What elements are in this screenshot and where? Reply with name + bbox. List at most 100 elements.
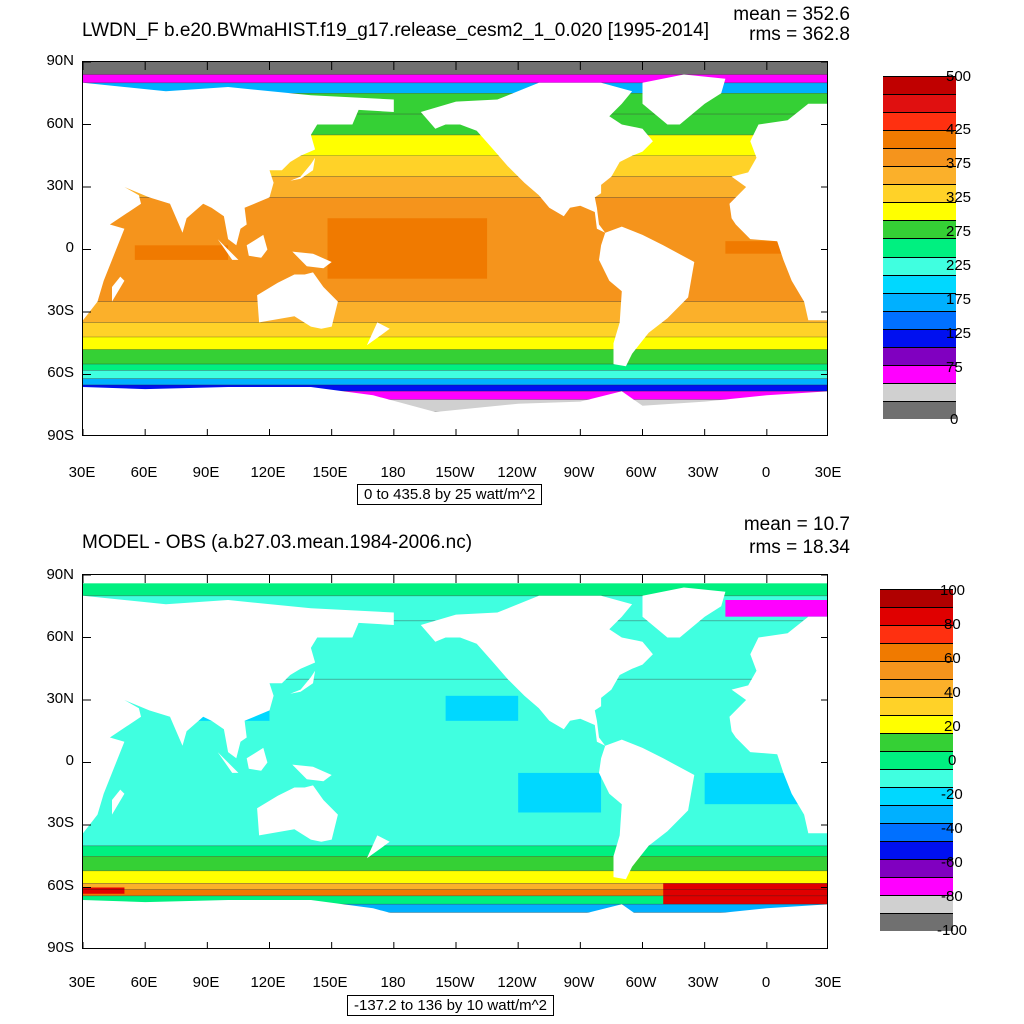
bottom-panel: MODEL - OBS (a.b27.03.mean.1984-2006.nc)… [0, 512, 1024, 1024]
top-colorbar-box-0 [883, 76, 956, 95]
bottom-band-10 [83, 904, 827, 913]
bottom-xlabel-90w: 90W [563, 974, 595, 991]
top-colorbar-box-6 [883, 184, 956, 203]
bottom-xlabel-180: 180 [380, 974, 406, 991]
bottom-xlabel-90e: 90E [192, 974, 220, 991]
bottom-colorbar [880, 589, 953, 931]
top-ylabel-30n: 30N [46, 177, 74, 194]
bottom-cbar-label-0: 0 [948, 752, 957, 769]
top-map [82, 61, 828, 436]
bottom-colorbar-box-9 [880, 751, 953, 769]
bottom-cbar-label-minus20: -20 [941, 786, 963, 803]
bottom-xlabel-30w: 30W [687, 974, 719, 991]
top-colorbar-box-15 [883, 346, 956, 365]
bottom-ylabel-0: 0 [65, 752, 74, 769]
top-cbar-label-175: 175 [946, 291, 972, 308]
top-xlabel-60e: 60E [130, 464, 158, 481]
bottom-colorbar-box-1 [880, 607, 953, 625]
bottom-land-11 [112, 789, 125, 815]
top-xlabel-90e: 90E [192, 464, 220, 481]
bottom-colorbar-box-6 [880, 697, 953, 715]
bottom-cbar-label-20: 20 [944, 718, 961, 735]
bottom-range-label: -137.2 to 136 by 10 watt/m^2 [347, 995, 554, 1016]
top-band-12 [83, 349, 827, 365]
bottom-patch-6 [725, 600, 827, 617]
bottom-xlabel-150e: 150E [312, 974, 348, 991]
bottom-patch-1 [518, 772, 602, 813]
bottom-title: MODEL - OBS (a.b27.03.mean.1984-2006.nc) [82, 532, 473, 553]
top-colorbar-box-12 [883, 292, 956, 311]
top-ylabel-30s: 30S [47, 302, 74, 319]
top-band-16 [83, 384, 827, 392]
top-panel: LWDN_F b.e20.BWmaHIST.f19_g17.release_ce… [46, 4, 972, 505]
top-xlabel-30e: 30E [68, 464, 96, 481]
top-xlabel-30w: 30W [687, 464, 719, 481]
top-cbar-label-75: 75 [946, 359, 963, 376]
top-land-1 [729, 103, 827, 321]
top-band-1 [83, 74, 827, 83]
bottom-land-1 [729, 616, 827, 834]
bottom-mean: mean = 10.7 [743, 514, 850, 535]
bottom-land-6 [83, 900, 827, 948]
top-range-label: 0 to 435.8 by 25 watt/m^2 [357, 484, 543, 505]
bottom-colorbar-box-16 [880, 877, 953, 895]
top-xlabel-0: 0 [761, 464, 771, 481]
top-band-14 [83, 370, 827, 379]
bottom-colorbar-box-5 [880, 679, 953, 697]
top-colorbar-box-11 [883, 274, 956, 293]
bottom-patch-5 [83, 887, 125, 894]
top-cbar-label-225: 225 [946, 257, 972, 274]
top-xlabel-90w: 90W [563, 464, 595, 481]
bottom-colorbar-box-13 [880, 823, 953, 841]
top-patch-0 [134, 245, 229, 260]
bottom-colorbar-box-17 [880, 895, 953, 913]
bottom-band-4 [83, 845, 827, 857]
top-xlabel-120e: 120E [250, 464, 286, 481]
bottom-ylabel-60n: 60N [46, 628, 74, 645]
bottom-land-9 [292, 764, 332, 782]
top-patch-2 [725, 241, 782, 254]
top-land-7 [217, 239, 239, 260]
top-band-13 [83, 364, 827, 371]
top-colorbar [883, 76, 956, 419]
top-land-0 [83, 82, 394, 323]
bottom-land-4 [257, 785, 338, 842]
bottom-xlabel-120w: 120W [497, 974, 537, 991]
top-land-11 [112, 276, 125, 302]
top-band-10 [83, 322, 827, 337]
top-colorbar-box-13 [883, 310, 956, 329]
bottom-cbar-label-80: 80 [944, 616, 961, 633]
top-colorbar-box-10 [883, 256, 956, 275]
top-colorbar-box-3 [883, 130, 956, 149]
top-colorbar-box-16 [883, 364, 956, 383]
top-colorbar-box-14 [883, 328, 956, 347]
bottom-cbar-label-40: 40 [944, 684, 961, 701]
bottom-land-2 [420, 595, 653, 746]
top-band-2 [83, 82, 827, 94]
bottom-band-9 [83, 895, 827, 905]
top-land-12 [366, 322, 390, 346]
top-colorbar-box-8 [883, 220, 956, 239]
bottom-band-0 [83, 583, 827, 596]
top-colorbar-box-2 [883, 112, 956, 131]
top-band-9 [83, 301, 827, 323]
top-colorbar-box-4 [883, 148, 956, 167]
top-ylabel-90s: 90S [47, 427, 74, 444]
top-land-4 [257, 272, 338, 329]
bottom-colorbar-box-18 [880, 913, 953, 931]
top-ylabel-60n: 60N [46, 115, 74, 132]
bottom-band-7 [83, 883, 827, 890]
bottom-colorbar-box-0 [880, 589, 953, 607]
top-land-6 [83, 387, 827, 435]
bottom-land-3 [599, 739, 695, 880]
top-colorbar-box-18 [883, 400, 956, 419]
top-mean: mean = 352.6 [733, 4, 850, 25]
top-land-10 [290, 157, 316, 181]
bottom-xlabel-30e-right: 30E [814, 974, 842, 991]
top-colorbar-box-7 [883, 202, 956, 221]
bottom-patch-0 [445, 695, 519, 721]
bottom-band-8 [83, 889, 827, 896]
bottom-cbar-label-minus60: -60 [941, 854, 963, 871]
bottom-ylabel-90s: 90S [47, 939, 74, 956]
top-band-17 [83, 391, 827, 400]
